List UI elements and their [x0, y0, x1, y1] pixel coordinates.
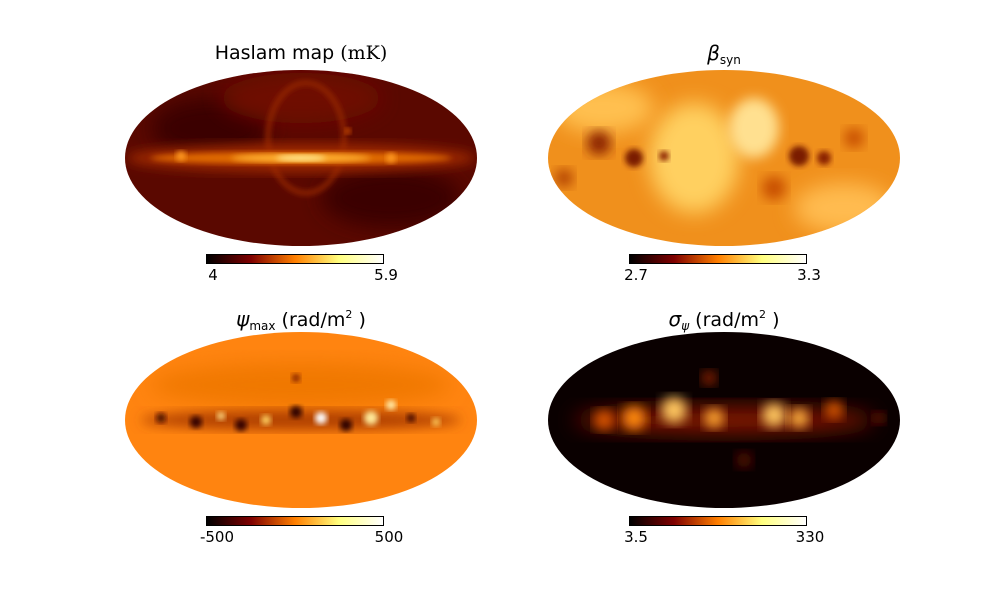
sigma-psi-colorbar — [629, 516, 807, 526]
psi-max-title-sub: max — [249, 319, 276, 333]
haslam-mollweide-map — [125, 70, 477, 246]
panel-psi-max: ψmax (rad/m2 ) -500 500 — [121, 302, 481, 562]
psi-max-mollweide-map — [125, 332, 477, 508]
psi-max-title-unit-close: ) — [358, 309, 366, 331]
sigma-psi-mollweide-map — [548, 332, 900, 508]
beta-title: βsyn — [544, 40, 904, 67]
beta-colorbar-min: 2.7 — [624, 266, 648, 284]
sigma-psi-title-symbol: σ — [668, 307, 682, 331]
sigma-psi-colorbar-max: 330 — [795, 528, 825, 546]
sigma-psi-title-unit-close: ) — [772, 309, 780, 331]
haslam-colorbar — [206, 254, 384, 264]
sigma-psi-title-sub: ψ — [681, 319, 690, 333]
haslam-title: Haslam map (mK) — [121, 40, 481, 66]
psi-max-title-unit-sup: 2 — [345, 308, 353, 321]
beta-syn-mollweide-map — [548, 70, 900, 246]
beta-colorbar-max: 3.3 — [797, 266, 821, 284]
panel-beta-syn: βsyn 2.7 3.3 — [544, 40, 904, 300]
psi-max-colorbar — [206, 516, 384, 526]
psi-max-colorbar-min: -500 — [199, 528, 235, 546]
sigma-psi-title-unit-sup: 2 — [759, 308, 767, 321]
panel-sigma-psi: σψ (rad/m2 ) 3.5 330 — [544, 302, 904, 562]
psi-max-title-unit: (rad/m — [281, 309, 346, 331]
psi-max-title-symbol: ψ — [236, 307, 250, 331]
haslam-colorbar-min: 4 — [208, 266, 218, 284]
beta-title-symbol: β — [707, 41, 720, 65]
sigma-psi-title: σψ (rad/m2 ) — [544, 302, 904, 333]
beta-colorbar — [629, 254, 807, 264]
beta-title-sub: syn — [719, 53, 741, 67]
haslam-north-polar-spur — [266, 81, 346, 195]
sigma-psi-title-unit: (rad/m — [695, 309, 760, 331]
sigma-psi-colorbar-min: 3.5 — [624, 528, 648, 546]
haslam-title-unit: (mK) — [340, 42, 388, 64]
haslam-title-text: Haslam map — [214, 42, 335, 64]
panel-haslam: Haslam map (mK) 4 5.9 — [121, 40, 481, 300]
haslam-colorbar-max: 5.9 — [374, 266, 398, 284]
psi-max-colorbar-max: 500 — [374, 528, 404, 546]
psi-max-title: ψmax (rad/m2 ) — [121, 302, 481, 333]
